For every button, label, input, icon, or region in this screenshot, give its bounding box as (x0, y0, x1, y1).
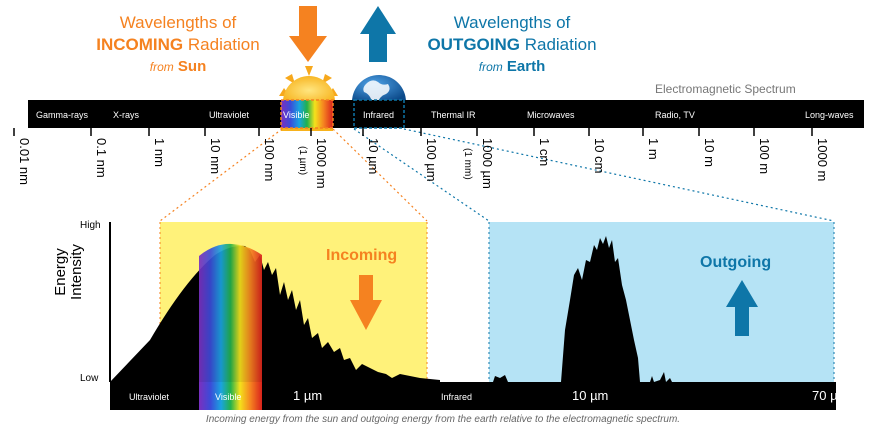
spectrum-band-gamma-rays: Gamma-rays (36, 110, 89, 120)
visible-band-underline (281, 128, 333, 131)
incoming-heading-line2: INCOMING Radiation (70, 34, 286, 56)
earth-spectrum-curve (493, 236, 672, 382)
spectrum-band-thermal-ir: Thermal IR (431, 110, 476, 120)
spectrum-band-visible: Visible (283, 110, 309, 120)
detail-axis-label-70um: 70 µm (812, 388, 849, 403)
spectrum-tick-label: 100 m (757, 138, 772, 174)
outgoing-source: Earth (506, 58, 546, 75)
outgoing-panel-label: Outgoing (700, 254, 772, 271)
spectrum-band-microwaves: Microwaves (527, 110, 575, 120)
spectrum-band-ultraviolet: Ultraviolet (209, 110, 250, 120)
detail-axis-label-10um: 10 µm (572, 388, 609, 403)
detail-axis-label-1um: 1 µm (293, 388, 323, 403)
spectrum-band-infrared: Infrared (363, 110, 394, 120)
spectrum-band-radio-tv: Radio, TV (655, 110, 695, 120)
outgoing-heading-rest: Radiation (520, 35, 597, 54)
spectrum-tick-label: 0.1 nm (94, 138, 109, 178)
spectrum-tick-label: 1 cm (537, 138, 552, 166)
incoming-arrow-down (289, 6, 327, 62)
y-axis-title: Energy Intensity (52, 242, 85, 302)
detail-axis-label-ultraviolet: Ultraviolet (129, 392, 170, 402)
spectrum-tick-label: 1 nm (152, 138, 167, 167)
spectrum-tick-label: 0.01 nm (17, 138, 32, 185)
infrared-highlight (353, 99, 405, 129)
incoming-heading-rest: Radiation (183, 35, 260, 54)
spectrum-tick-label: 1000 µm (480, 138, 495, 189)
spectrum-tick-label: 10 cm (592, 138, 607, 173)
incoming-panel-label: Incoming (326, 247, 398, 264)
y-axis-title-line1: Energy (52, 248, 69, 296)
y-axis-low-label: Low (80, 373, 99, 384)
spectrum-tick-label: 1000 nm (314, 138, 329, 189)
spectrum-tick-label: 1000 m (815, 138, 830, 181)
outgoing-arrow-up (360, 6, 396, 62)
outgoing-connector-lines (353, 128, 835, 222)
incoming-from: from (149, 60, 174, 74)
spectrum-tick-label: 100 nm (262, 138, 277, 181)
outgoing-from: from (478, 60, 503, 74)
outgoing-keyword: OUTGOING (427, 35, 520, 54)
spectrum-tick-label: (1 µm) (297, 146, 308, 175)
visible-band (281, 100, 333, 128)
spectrum-tick-label: 10 m (702, 138, 717, 167)
incoming-heading-line1: Wavelengths of (119, 13, 237, 32)
outgoing-heading-line2: OUTGOING Radiation (402, 34, 622, 56)
detail-axis-label-visible: Visible (215, 392, 242, 402)
incoming-source: Sun (177, 58, 207, 75)
y-axis-high-label: High (80, 220, 101, 231)
incoming-panel-arrow (350, 275, 382, 330)
solar-spectrum-curve (110, 243, 440, 382)
spectrum-tick-label: (1 mm) (462, 148, 473, 180)
outgoing-panel-arrow (726, 280, 758, 336)
incoming-keyword: INCOMING (96, 35, 184, 54)
incoming-connector-lines (159, 128, 428, 222)
outgoing-heading: Wavelengths of OUTGOING Radiation from E… (402, 12, 622, 78)
incoming-heading: Wavelengths of INCOMING Radiation from S… (70, 12, 286, 78)
spectrum-band-long-waves: Long-waves (805, 110, 854, 120)
spectrum-tick-label: 100 µm (424, 138, 439, 182)
spectrum-title: Electromagnetic Spectrum (655, 82, 796, 96)
outgoing-heading-line1: Wavelengths of (453, 13, 571, 32)
earth-icon (352, 75, 406, 102)
outgoing-panel (489, 222, 834, 382)
outgoing-heading-line3: from Earth (402, 56, 622, 78)
spectrum-band-x-rays: X-rays (113, 110, 140, 120)
spectrum-tick-label: 1 m (646, 138, 661, 160)
visible-highlight (280, 99, 334, 129)
incoming-heading-line3: from Sun (70, 56, 286, 78)
figure-caption: Incoming energy from the sun and outgoin… (205, 414, 681, 425)
sun-icon (279, 66, 338, 102)
spectrum-tick-label: 10 nm (208, 138, 223, 174)
detail-visible-band (199, 382, 262, 410)
y-axis-title-line2: Intensity (68, 244, 85, 300)
spectrum-tick-label: 10 µm (366, 138, 381, 174)
spectrum-bar (28, 100, 864, 128)
detail-axis-label-infrared: Infrared (441, 392, 473, 402)
